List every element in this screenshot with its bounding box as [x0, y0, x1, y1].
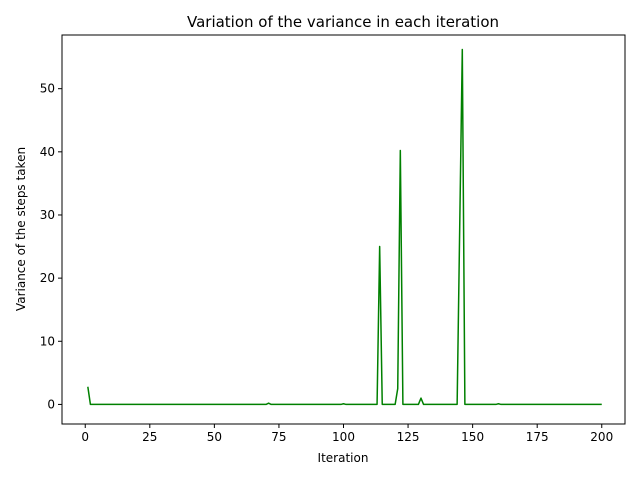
- y-axis-label: Variance of the steps taken: [14, 147, 28, 311]
- x-tick-label: 125: [397, 430, 420, 444]
- x-tick-label: 150: [461, 430, 484, 444]
- plot-area: [61, 34, 626, 425]
- x-axis-label: Iteration: [318, 451, 369, 465]
- series-layer: [87, 48, 602, 406]
- y-tick-label: 0: [47, 397, 55, 411]
- y-tick-label: 30: [40, 208, 55, 222]
- x-tick-label: 200: [590, 430, 613, 444]
- plot-frame: [61, 34, 626, 425]
- x-tick-label: 25: [142, 430, 157, 444]
- series-line: [87, 48, 602, 406]
- y-axis-ticks: 0 10 20 30 40 50: [40, 82, 62, 411]
- x-axis-ticks: 0 25 50 75 100 125 150 175 200: [81, 424, 613, 444]
- x-tick-label: 75: [271, 430, 286, 444]
- y-tick-label: 20: [40, 271, 55, 285]
- x-tick-label: 175: [526, 430, 549, 444]
- x-tick-label: 0: [81, 430, 89, 444]
- chart-title: Variation of the variance in each iterat…: [187, 13, 499, 31]
- y-tick-label: 50: [40, 82, 55, 96]
- x-tick-label: 100: [332, 430, 355, 444]
- x-tick-label: 50: [207, 430, 222, 444]
- y-tick-label: 40: [40, 145, 55, 159]
- y-tick-label: 10: [40, 334, 55, 348]
